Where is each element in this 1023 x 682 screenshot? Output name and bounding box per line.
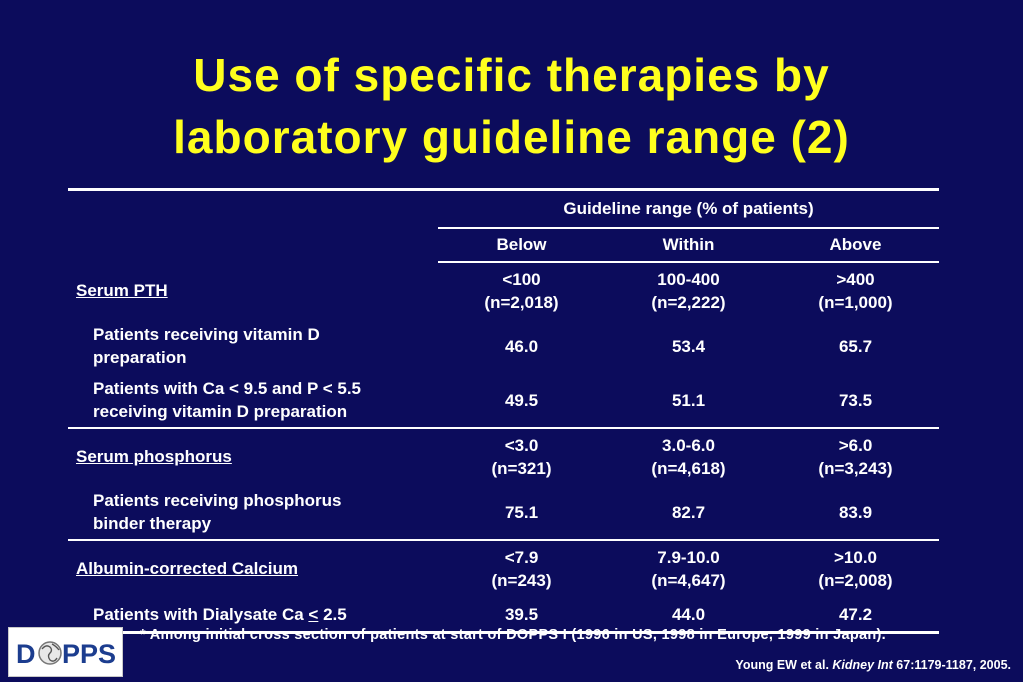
dopps-logo-mark: D PPS [16, 639, 116, 669]
section-row: Serum PTH <100 (n=2,018) 100-400 (n=2,222)… [68, 262, 939, 319]
table-row: Patients receiving phosphorus binder ther… [68, 485, 939, 541]
section-label: Serum PTH [76, 280, 168, 300]
row-label: Patients with Ca < 9.5 and P < 5.5 receiv… [68, 373, 438, 429]
journal-name: Kidney Int [832, 658, 893, 672]
citation: Young EW et al. Kidney Int 67:1179-1187,… [735, 658, 1011, 672]
range-cell: >400 (n=1,000) [818, 270, 893, 312]
column-header-above: Above [772, 228, 939, 263]
dopps-logo: D PPS [8, 627, 123, 677]
therapy-table: Guideline range (% of patients) Below Wi… [68, 188, 939, 634]
range-cell: 7.9-10.0 (n=4,647) [651, 548, 726, 590]
range-cell: >10.0 (n=2,008) [818, 548, 893, 590]
svg-text:PPS: PPS [62, 639, 116, 669]
section-label: Albumin-corrected Calcium [76, 559, 298, 578]
less-equal-symbol: < [308, 604, 319, 624]
svg-text:D: D [16, 639, 36, 669]
value-cell: 82.7 [605, 485, 772, 541]
range-cell: <3.0 (n=321) [491, 436, 552, 478]
section-label: Serum phosphorus [76, 447, 232, 466]
value-cell: 65.7 [838, 336, 873, 356]
value-cell: 49.5 [438, 373, 605, 429]
footnote: * Among initial cross section of patient… [140, 627, 886, 643]
table-row: Patients with Ca < 9.5 and P < 5.5 receiv… [68, 373, 939, 429]
guideline-range-header: Guideline range (% of patients) [438, 189, 939, 229]
section-row: Serum phosphorus <3.0 (n=321) 3.0-6.0 (n=4… [68, 428, 939, 485]
column-header-within: Within [605, 228, 772, 263]
range-cell: 100-400 (n=2,222) [651, 270, 726, 312]
value-cell: 44.0 [605, 597, 772, 634]
table-row: Patients with Dialysate Ca < 2.5 39.5 44… [68, 597, 939, 634]
value-cell: 46.0 [504, 336, 539, 356]
row-label: Patients receiving phosphorus binder ther… [68, 485, 438, 541]
value-cell: 51.1 [605, 373, 772, 429]
value-cell: 73.5 [772, 373, 939, 429]
title-line-2: laboratory guideline range (2) [173, 111, 850, 163]
column-header-below: Below [438, 228, 605, 263]
header-spacer [68, 190, 438, 229]
row-label: Patients with Dialysate Ca < 2.5 [68, 597, 438, 634]
section-row: Albumin-corrected Calcium <7.9 (n=243) 7.… [68, 540, 939, 597]
title-line-1: Use of specific therapies by [193, 49, 830, 101]
range-cell: 3.0-6.0 (n=4,618) [651, 436, 726, 478]
range-cell: >6.0 (n=3,243) [818, 436, 893, 478]
value-cell: 83.9 [772, 485, 939, 541]
header-spacer [68, 228, 438, 262]
slide-title: Use of specific therapies by laboratory … [0, 44, 1023, 168]
value-cell: 75.1 [438, 485, 605, 541]
range-cell: <7.9 (n=243) [491, 548, 552, 590]
value-cell: 47.2 [772, 597, 939, 634]
value-cell: 39.5 [438, 597, 605, 634]
value-cell: 53.4 [671, 336, 706, 356]
range-cell: <100 (n=2,018) [484, 270, 559, 312]
